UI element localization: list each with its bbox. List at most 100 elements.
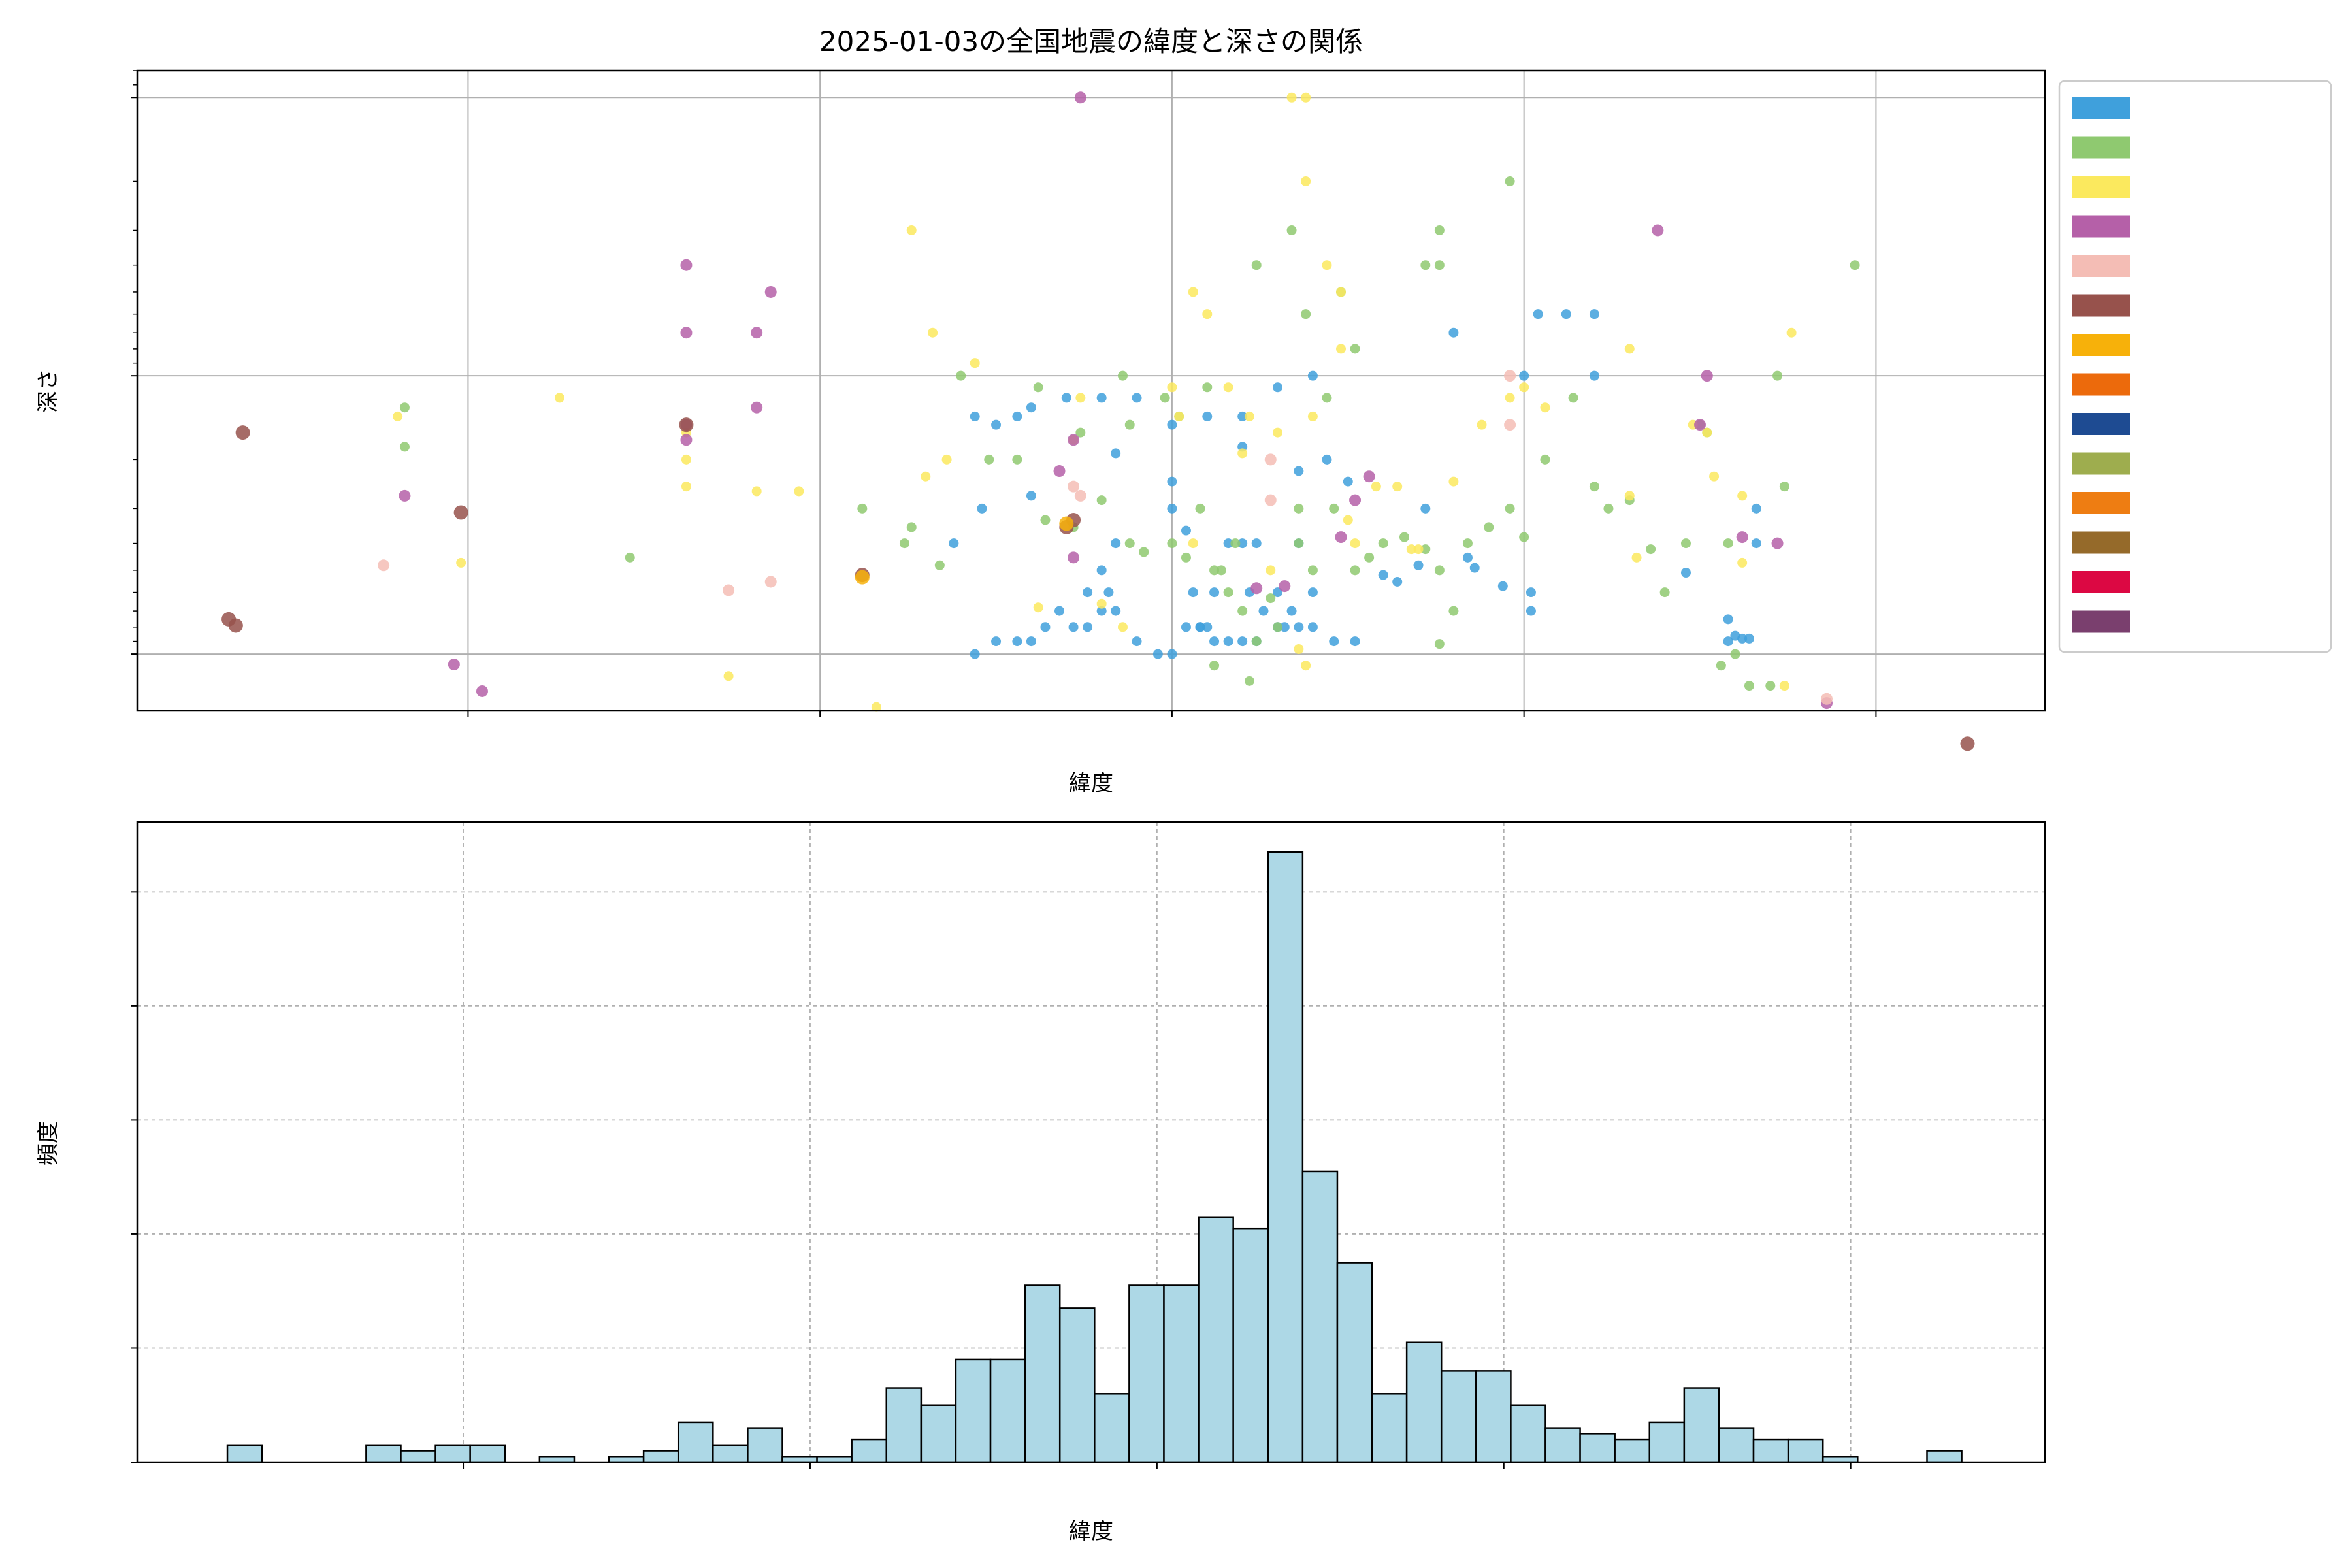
scatter-point bbox=[1286, 606, 1297, 616]
scatter-point bbox=[1533, 309, 1543, 319]
scatter-y-ticks bbox=[131, 97, 137, 655]
scatter-point bbox=[1012, 454, 1022, 465]
legend-swatch bbox=[2072, 413, 2130, 435]
scatter-point bbox=[928, 327, 938, 338]
legend-swatch bbox=[2072, 452, 2130, 475]
scatter-point bbox=[1751, 503, 1761, 514]
legend-frame bbox=[2058, 80, 2332, 653]
scatter-point bbox=[1744, 681, 1754, 691]
histogram-bar bbox=[677, 1421, 714, 1463]
histogram-y-axis-label: 頻度 bbox=[35, 1121, 61, 1166]
scatter-point bbox=[1364, 552, 1375, 563]
scatter-point bbox=[1223, 382, 1233, 393]
scatter-point bbox=[1167, 538, 1177, 549]
histogram-x-axis-label: 緯度 bbox=[1069, 1518, 1113, 1544]
scatter-point bbox=[1266, 593, 1276, 604]
histogram-bar bbox=[1718, 1427, 1755, 1463]
scatter-point bbox=[1301, 661, 1311, 671]
scatter-point bbox=[1188, 287, 1198, 297]
scatter-point bbox=[1230, 538, 1241, 549]
scatter-point bbox=[1349, 494, 1362, 506]
scatter-point bbox=[1216, 565, 1226, 576]
scatter-point bbox=[1772, 370, 1783, 381]
scatter-point bbox=[751, 327, 763, 339]
scatter-point bbox=[723, 671, 734, 681]
scatter-point bbox=[1462, 552, 1473, 563]
scatter-grid bbox=[137, 71, 2045, 711]
histogram-panel: 緯度 頻度 bbox=[35, 821, 2046, 1544]
scatter-point bbox=[1040, 515, 1051, 525]
scatter-point bbox=[1709, 471, 1720, 482]
scatter-point bbox=[1322, 393, 1332, 403]
scatter-point bbox=[1519, 382, 1529, 393]
scatter-point bbox=[1167, 382, 1177, 393]
scatter-point bbox=[991, 419, 1002, 430]
scatter-point bbox=[1202, 622, 1213, 632]
scatter-point bbox=[1716, 661, 1726, 671]
scatter-point bbox=[751, 401, 763, 414]
scatter-point bbox=[1026, 491, 1036, 501]
legend-swatch bbox=[2072, 610, 2130, 633]
scatter-point bbox=[1237, 636, 1248, 647]
histogram-bar bbox=[642, 1450, 679, 1463]
scatter-point bbox=[1124, 419, 1135, 430]
scatter-point bbox=[1264, 453, 1277, 466]
scatter-point bbox=[1074, 91, 1086, 104]
histogram-bar bbox=[1301, 1170, 1339, 1463]
chart-title: 2025-01-03の全国地震の緯度と深さの関係 bbox=[819, 25, 1363, 57]
histogram-bar bbox=[1614, 1438, 1651, 1463]
histogram-bar bbox=[1648, 1421, 1686, 1463]
scatter-point bbox=[1181, 622, 1191, 632]
scatter-point bbox=[1434, 225, 1445, 235]
scatter-point bbox=[1074, 489, 1086, 502]
scatter-point bbox=[1505, 393, 1515, 403]
scatter-point bbox=[1054, 606, 1065, 616]
scatter-point bbox=[1124, 538, 1135, 549]
scatter-point bbox=[1181, 525, 1191, 536]
scatter-point bbox=[1730, 649, 1740, 659]
scatter-point bbox=[1646, 544, 1656, 555]
scatter-point bbox=[1264, 494, 1277, 506]
scatter-x-axis-label: 緯度 bbox=[1069, 770, 1113, 796]
histogram-x-ticks bbox=[463, 1462, 1852, 1469]
scatter-point bbox=[1096, 495, 1107, 506]
scatter-point bbox=[1244, 676, 1254, 686]
scatter-point bbox=[1329, 503, 1339, 514]
scatter-point bbox=[1053, 465, 1066, 478]
histogram-bar bbox=[1926, 1450, 1963, 1463]
scatter-point bbox=[1273, 427, 1283, 438]
scatter-point bbox=[1286, 92, 1297, 103]
histogram-bar bbox=[712, 1444, 749, 1463]
scatter-point bbox=[1603, 503, 1614, 514]
scatter-point bbox=[1469, 563, 1480, 573]
scatter-point bbox=[1392, 482, 1403, 492]
scatter-point bbox=[1526, 587, 1536, 598]
scatter-point bbox=[1589, 482, 1599, 492]
scatter-point bbox=[1223, 587, 1233, 598]
scatter-point bbox=[1167, 503, 1177, 514]
scatter-point bbox=[1251, 538, 1262, 549]
scatter-point bbox=[871, 702, 881, 712]
scatter-point bbox=[453, 505, 468, 520]
scatter-point bbox=[399, 402, 410, 413]
histogram-bar bbox=[851, 1438, 888, 1463]
scatter-point bbox=[1258, 606, 1269, 616]
histogram-bar bbox=[747, 1427, 783, 1463]
histogram-bar bbox=[885, 1387, 923, 1463]
scatter-point bbox=[1068, 622, 1079, 632]
scatter-point bbox=[679, 417, 694, 433]
scatter-point bbox=[1504, 419, 1516, 431]
scatter-point bbox=[1294, 466, 1304, 476]
scatter-point bbox=[1526, 606, 1536, 616]
scatter-point bbox=[970, 649, 980, 659]
legend-swatch bbox=[2072, 136, 2130, 159]
histogram-bar bbox=[1371, 1393, 1408, 1463]
scatter-point bbox=[1779, 482, 1789, 492]
scatter-point bbox=[949, 538, 959, 549]
scatter-point bbox=[1188, 587, 1198, 598]
scatter-point bbox=[1659, 587, 1670, 598]
scatter-point bbox=[1273, 622, 1283, 632]
scatter-point bbox=[1237, 448, 1248, 459]
scatter-point bbox=[1033, 602, 1043, 613]
